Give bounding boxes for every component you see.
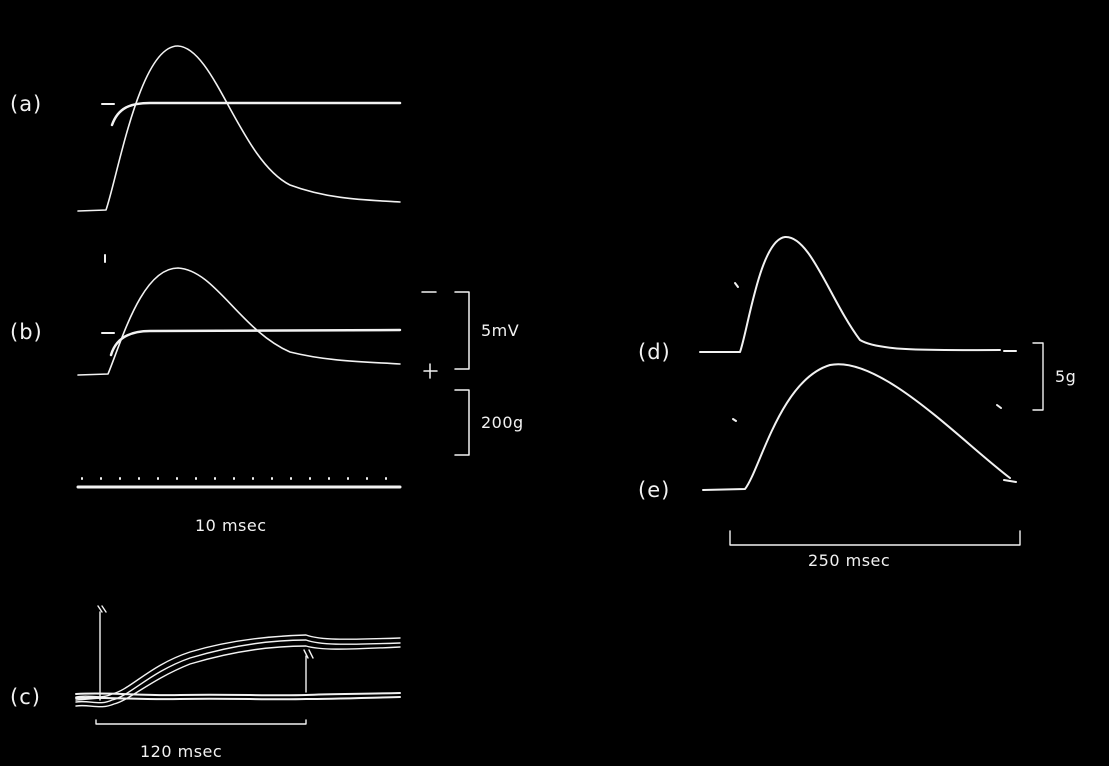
- panel-d-start-marker: [734, 282, 739, 288]
- panel-a-force-trace: [77, 45, 401, 212]
- time-scale-label-ab: 10 msec: [195, 516, 267, 535]
- force-scale-label-ab: 200g: [481, 413, 524, 432]
- panel-e-twitch-trace: [702, 363, 1011, 491]
- panel-label-a: (a): [10, 92, 43, 116]
- panel-de-traces: [699, 235, 1044, 546]
- panel-label-d: (d): [638, 340, 671, 364]
- panel-a-traces: [77, 45, 402, 263]
- panel-e-end-marker: [1003, 479, 1017, 483]
- force-scale-bracket-de: [1032, 342, 1044, 411]
- panel-c-stim-marker-1: [75, 611, 101, 701]
- time-bar-c: [95, 719, 307, 725]
- time-scale-label-de: 250 msec: [808, 551, 891, 570]
- panel-b-traces: [77, 267, 402, 376]
- panel-c-traces: [75, 605, 401, 725]
- panel-b-action-potential-trace: [109, 328, 402, 357]
- time-scale-label-c: 120 msec: [140, 742, 223, 761]
- time-marker-ticks: [81, 477, 387, 480]
- scale-bars-ab: [421, 291, 470, 456]
- panel-c-response-trace-3: [75, 645, 401, 708]
- panel-c-baseline-trace-1: [75, 692, 401, 697]
- panel-c-response-trace-2: [75, 639, 401, 704]
- panel-c-baseline-trace-2: [75, 696, 401, 701]
- time-marker-trace: [76, 477, 402, 489]
- panel-e-start-marker: [732, 418, 737, 422]
- time-bar-de: [729, 530, 1021, 546]
- voltage-scale-bracket: [454, 291, 470, 370]
- panel-a-action-potential-trace: [110, 101, 402, 127]
- force-scale-bracket-ab: [454, 389, 470, 456]
- panel-label-c: (c): [10, 685, 41, 709]
- voltage-scale-label: 5mV: [481, 321, 520, 340]
- panel-d-twitch-trace: [699, 235, 1001, 353]
- panel-c-stim-marker-2: [303, 649, 314, 693]
- panel-label-e: (e): [638, 478, 671, 502]
- panel-c-response-trace-1: [75, 634, 401, 698]
- force-scale-label-de: 5g: [1055, 367, 1077, 386]
- panel-label-b: (b): [10, 320, 43, 344]
- panel-b-force-trace: [77, 267, 401, 376]
- panel-e-mid-marker: [996, 404, 1002, 409]
- panel-c-stim-tick-1: [97, 605, 107, 613]
